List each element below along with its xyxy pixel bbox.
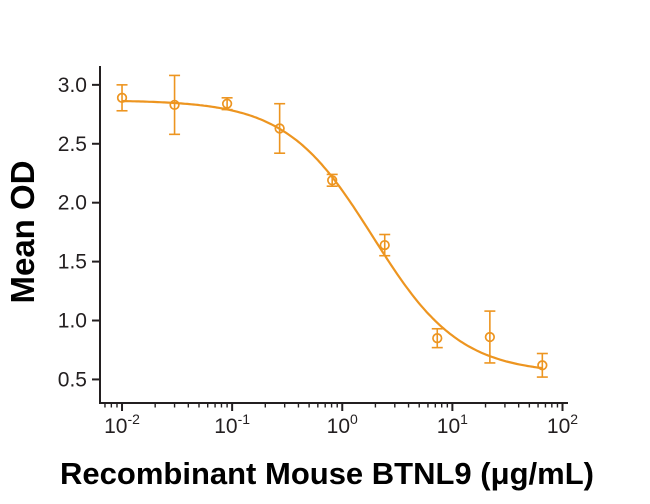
data-point [379,239,390,251]
data-point [169,99,180,111]
x-tick-label: 100 [327,411,358,438]
y-tick-label: 0.5 [58,368,87,391]
x-tick-label: 10-2 [104,411,140,438]
data-point [274,123,285,134]
y-tick-label: 2.0 [58,192,87,215]
data-point [432,333,443,344]
y-tick-label: 3.0 [58,74,87,97]
axes [99,66,568,404]
data-point [537,360,548,371]
data-point [221,98,233,109]
y-axis-label: Mean OD [4,160,41,303]
plot-layer: 10-2 10-1 100 101 102 0.5 1.0 1.5 2.0 2.5 3.0 [58,66,578,438]
y-tick-label: 1.0 [58,310,87,333]
x-axis-label: Recombinant Mouse BTNL9 (μg/mL) [60,456,594,491]
x-tick-label: 101 [437,411,468,438]
data-point [327,175,338,186]
x-tick-label: 102 [547,411,578,438]
fit-curve [121,99,543,370]
data-point [484,331,496,343]
x-tick-label: 10-1 [214,411,250,438]
y-tick-label: 1.5 [58,251,87,274]
y-tick-label: 2.5 [58,133,87,156]
data-point [116,92,128,103]
